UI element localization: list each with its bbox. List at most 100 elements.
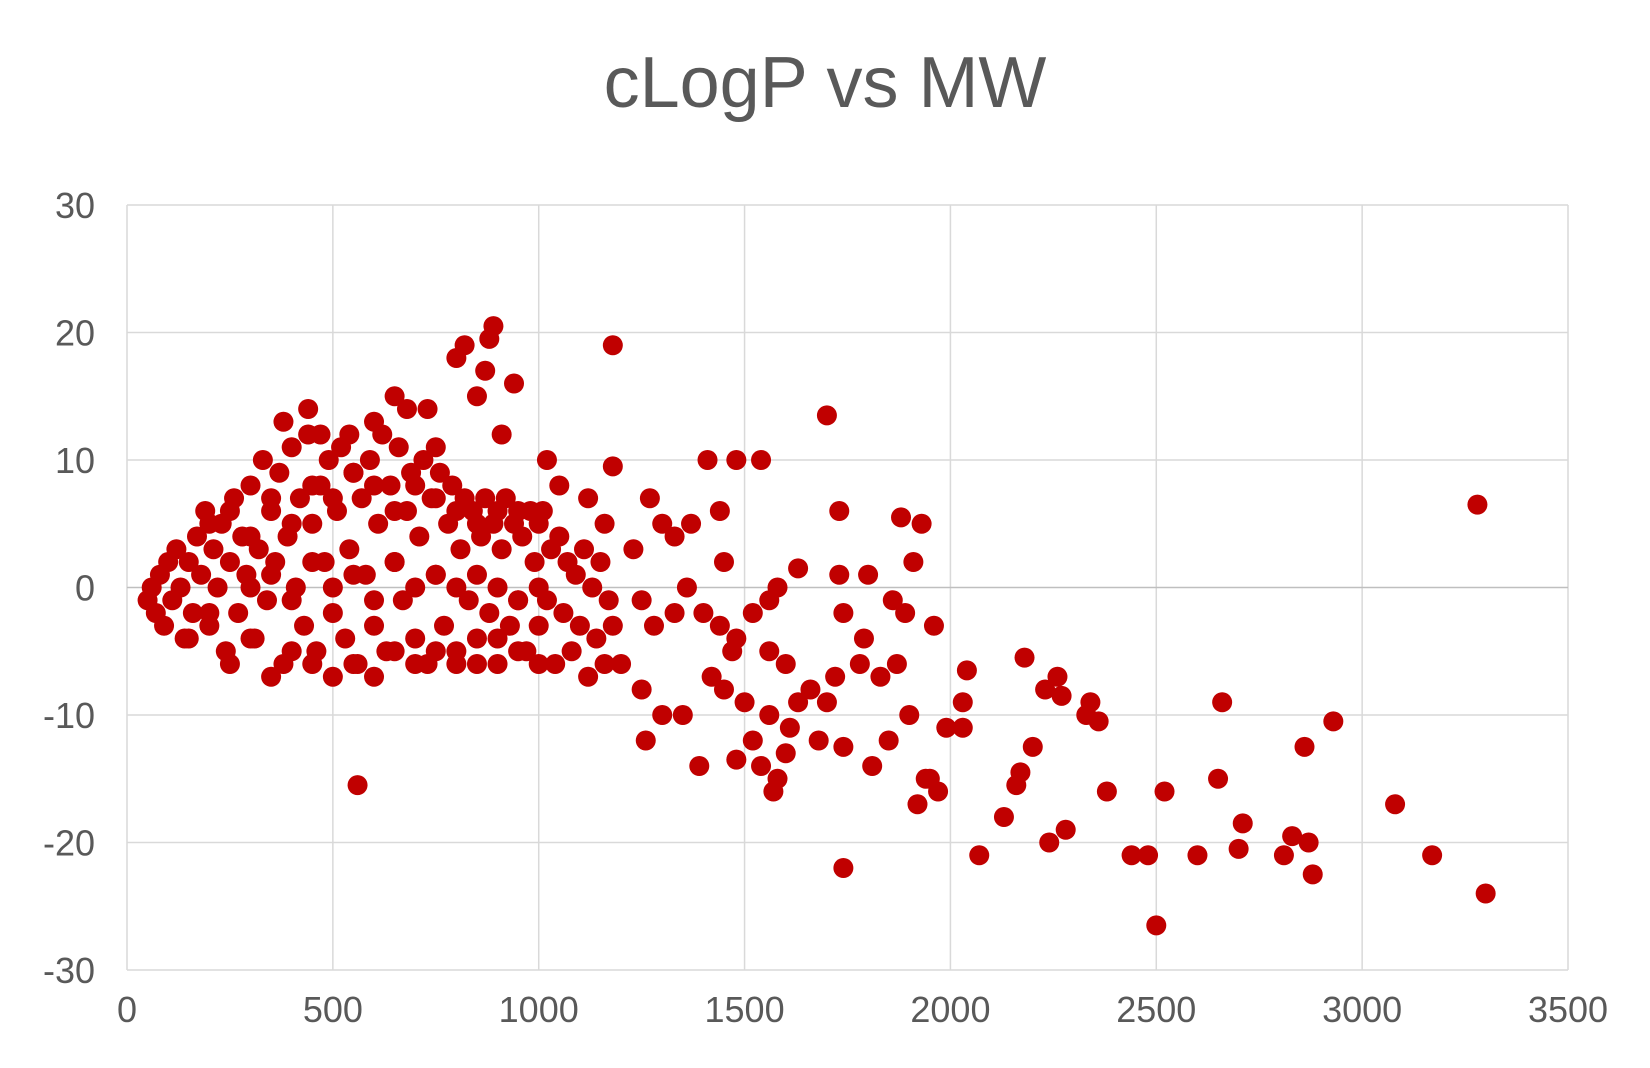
data-point [347,775,368,796]
data-point [240,628,261,649]
data-point [907,794,928,815]
data-point [825,666,846,687]
data-point [252,450,273,470]
data-point [631,590,652,611]
data-point [359,450,380,470]
data-point [833,736,854,757]
data-point [713,552,734,572]
data-point [751,450,772,470]
data-point [833,858,854,878]
data-point [322,666,343,687]
x-tick-label: 1500 [705,989,785,1030]
data-point [853,628,874,649]
data-point [1282,826,1303,847]
data-point [1039,832,1060,853]
y-tick-label: 20 [55,313,95,354]
data-point [635,730,656,751]
data-point [903,552,924,572]
data-point [928,781,949,802]
data-point [273,411,294,432]
data-point [956,660,977,681]
data-point [182,603,203,623]
data-point [219,654,240,674]
data-point [639,488,660,509]
data-point [582,577,603,598]
data-point [602,456,623,477]
data-point [466,628,487,649]
x-tick-label: 500 [303,989,363,1030]
data-point [759,641,780,662]
x-tick-label: 1000 [499,989,579,1030]
data-point [578,666,599,687]
data-point [681,513,702,534]
data-point [364,475,385,496]
data-point [322,603,343,623]
data-point [923,615,944,636]
data-point [742,730,763,751]
data-point [339,539,360,560]
data-point [693,603,714,623]
data-point [499,615,520,636]
data-point [417,399,438,419]
data-point [487,654,508,674]
data-point [952,692,973,713]
data-point [322,488,343,509]
data-point [405,628,426,649]
data-point [623,539,644,560]
data-point [767,577,788,598]
data-point [269,462,290,483]
data-point [899,705,920,725]
data-point [536,450,557,470]
data-point [343,564,364,585]
data-point [759,705,780,725]
data-point [1088,711,1109,732]
x-tick-label: 3000 [1322,989,1402,1030]
data-point [343,462,364,483]
data-point [425,641,446,662]
data-point [858,564,879,585]
data-point [203,539,224,560]
data-point [775,654,796,674]
data-point [487,577,508,598]
data-point [829,564,850,585]
data-point [524,552,545,572]
data-point [261,564,282,585]
data-point [458,590,479,611]
x-tick-label: 2000 [910,989,990,1030]
data-point [751,756,772,776]
data-point [310,424,331,445]
data-point [697,450,718,470]
data-point [1208,768,1229,789]
data-point [1121,845,1142,866]
data-point [1014,647,1035,668]
data-point [1051,685,1072,706]
data-point [578,488,599,509]
data-point [219,552,240,572]
data-point [475,360,496,381]
data-point [413,450,434,470]
data-point [862,756,883,776]
data-point [1010,762,1031,783]
data-point [652,513,673,534]
data-point [302,654,323,674]
data-point [281,641,302,662]
data-point [528,654,549,674]
data-point [178,552,199,572]
data-point [545,654,566,674]
data-point [429,462,450,483]
data-point [454,335,475,356]
data-point [594,654,615,674]
data-point [466,564,487,585]
data-point [368,513,389,534]
data-point [709,501,730,521]
x-tick-label: 3500 [1528,989,1608,1030]
data-point [487,628,508,649]
data-point [775,743,796,764]
data-point [466,513,487,534]
data-point [240,475,261,496]
data-point [425,488,446,509]
data-point [508,590,529,611]
data-point [364,411,385,432]
data-point [936,717,957,738]
data-point [549,526,570,547]
